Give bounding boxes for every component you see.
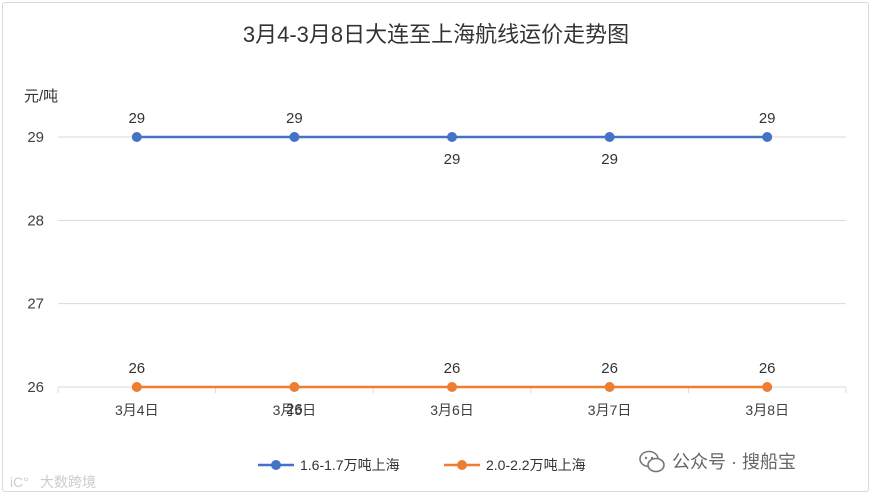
data-point: [289, 382, 300, 392]
data-point: [604, 382, 615, 392]
data-label: 26: [601, 360, 618, 377]
data-label: 29: [444, 151, 461, 168]
data-label: 29: [601, 151, 618, 168]
data-point: [762, 382, 773, 392]
data-point: [447, 382, 457, 392]
legend-label: 2.0-2.2万吨上海: [486, 457, 586, 473]
data-label: 29: [759, 110, 776, 127]
wechat-icon: [639, 450, 665, 473]
y-axis-ticks: 26 27 28 29: [27, 129, 44, 396]
corner-watermark-logo: iC°: [10, 474, 29, 490]
legend-marker: [457, 460, 467, 470]
x-tick-label: 3月5日: [273, 402, 317, 418]
x-tick-label: 3月4日: [115, 402, 159, 418]
corner-watermark-text: 大数跨境: [40, 474, 96, 490]
chart-title: 3月4-3月8日大连至上海航线运价走势图: [243, 22, 629, 47]
data-label: 26: [128, 360, 145, 377]
legend-marker: [271, 460, 281, 470]
data-label: 26: [444, 360, 461, 377]
y-axis-unit-label: 元/吨: [24, 88, 58, 105]
data-point: [604, 132, 615, 142]
y-tick-label: 26: [27, 379, 44, 396]
x-axis-ticks: 3月4日 3月5日 3月6日 3月7日 3月8日: [57, 387, 847, 418]
gridlines: [58, 136, 846, 388]
legend-label: 1.6-1.7万吨上海: [300, 457, 400, 473]
legend: 1.6-1.7万吨上海 2.0-2.2万吨上海: [258, 457, 586, 473]
data-point: [447, 132, 457, 142]
data-label: 26: [286, 401, 303, 418]
watermark: 公众号 · 搜船宝 大数跨境 iC°: [10, 450, 796, 490]
x-tick-label: 3月7日: [588, 402, 632, 418]
y-tick-label: 27: [27, 296, 44, 313]
y-tick-label: 28: [27, 212, 44, 229]
data-point: [131, 132, 142, 142]
y-tick-label: 29: [27, 129, 44, 146]
data-point: [289, 132, 300, 142]
data-label: 26: [759, 360, 776, 377]
data-label: 29: [286, 110, 303, 127]
data-label: 29: [128, 110, 145, 127]
x-tick-label: 3月8日: [745, 402, 789, 418]
series-group: 29 29 29 29 29 26 26 26 26 26: [128, 110, 775, 418]
x-tick-label: 3月6日: [430, 402, 474, 418]
data-point: [131, 382, 142, 392]
data-point: [762, 132, 773, 142]
watermark-text: 公众号 · 搜船宝: [672, 452, 796, 472]
